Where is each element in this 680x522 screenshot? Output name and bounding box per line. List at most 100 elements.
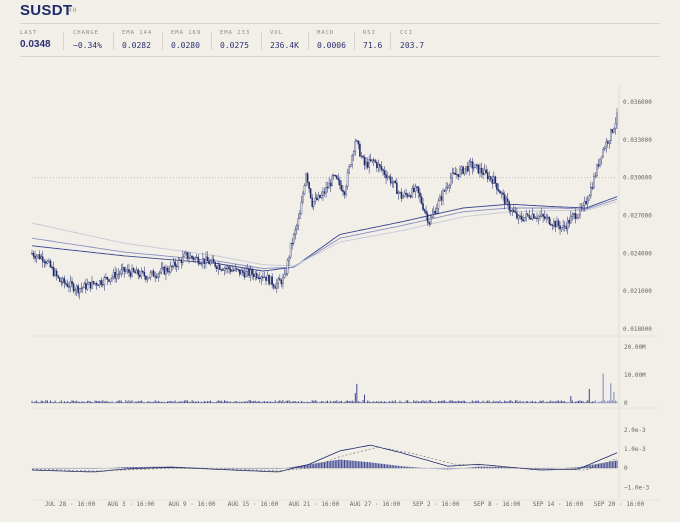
- candle-body: [162, 266, 164, 269]
- macd-histogram-bar: [45, 468, 47, 469]
- macd-histogram-bar: [404, 466, 406, 469]
- macd-histogram-bar: [90, 468, 91, 470]
- macd-histogram-bar: [448, 468, 450, 470]
- macd-histogram-bar: [120, 467, 122, 469]
- macd-histogram-bar: [496, 466, 498, 469]
- volume-bar: [256, 401, 258, 403]
- candle-body: [582, 205, 584, 209]
- candle-body: [591, 187, 594, 189]
- candle-body: [426, 213, 429, 223]
- candle-body: [58, 277, 61, 282]
- candle-body: [82, 287, 84, 289]
- volume-bar: [33, 402, 35, 403]
- volume-bar: [574, 401, 576, 403]
- candle-body: [302, 193, 304, 203]
- candle-body: [337, 178, 340, 181]
- candle-body: [530, 218, 532, 220]
- macd-histogram-bar: [388, 464, 390, 469]
- volume-bar: [193, 401, 195, 403]
- macd-histogram-bar: [93, 468, 95, 470]
- macd-histogram-bar: [247, 468, 249, 470]
- volume-bar: [430, 400, 432, 403]
- volume-bar: [200, 401, 202, 403]
- candle-body: [265, 276, 267, 281]
- candle-body: [183, 253, 186, 257]
- volume-bar: [308, 401, 310, 403]
- timeframe-label[interactable]: 4H: [68, 7, 78, 14]
- candle-body: [166, 267, 169, 272]
- stat-vol-value: 236.4K: [270, 41, 299, 50]
- candle-body: [339, 179, 341, 186]
- volume-bar: [380, 401, 382, 403]
- candle-body: [211, 259, 213, 262]
- macd-histogram-bar: [399, 466, 401, 469]
- volume-bar: [214, 402, 216, 403]
- volume-bar: [123, 402, 125, 403]
- volume-bar: [228, 401, 230, 403]
- stat-macd-label: MACD: [317, 30, 335, 36]
- candle-body: [414, 186, 417, 192]
- macd-histogram-bar: [590, 465, 592, 469]
- macd-histogram-bar: [360, 461, 362, 469]
- candle-body: [106, 276, 109, 280]
- volume-bar: [251, 401, 253, 403]
- candle-body: [480, 167, 483, 173]
- volume-bar: [93, 402, 95, 403]
- volume-bar: [370, 402, 372, 403]
- volume-bar: [514, 400, 516, 403]
- volume-bar: [293, 401, 295, 403]
- volume-bar: [533, 401, 535, 403]
- volume-bar: [231, 402, 233, 403]
- volume-bar: [434, 401, 436, 403]
- volume-bar: [157, 400, 159, 403]
- volume-bar: [296, 402, 298, 403]
- candle-body: [446, 187, 449, 189]
- candle-body: [459, 169, 461, 177]
- candle-body: [411, 187, 414, 198]
- candle-body: [199, 263, 201, 265]
- macd-histogram-bar: [307, 464, 309, 469]
- macd-histogram-bar: [48, 468, 50, 469]
- macd-histogram-bar: [608, 461, 610, 469]
- macd-histogram-bar: [59, 468, 61, 469]
- stat-cci-value: 203.7: [400, 41, 425, 50]
- macd-histogram-bar: [368, 462, 370, 469]
- volume-bar: [411, 402, 413, 403]
- macd-histogram-bar: [251, 468, 253, 470]
- volume-bar: [260, 402, 262, 403]
- volume-bar: [327, 400, 329, 403]
- volume-bar: [436, 402, 438, 403]
- candle-body: [325, 187, 327, 194]
- volume-bar: [120, 400, 122, 403]
- candle-body: [112, 271, 115, 278]
- volume-bar: [37, 402, 39, 403]
- macd-histogram-bar: [148, 466, 150, 469]
- macd-histogram-bar: [63, 468, 65, 469]
- macd-histogram-bar: [140, 466, 142, 469]
- volume-bar: [310, 402, 312, 403]
- volume-bar: [325, 401, 327, 403]
- candle-body: [402, 195, 404, 199]
- candle-body: [448, 184, 450, 188]
- volume-bar: [170, 401, 172, 403]
- volume-bar: [69, 402, 71, 403]
- volume-bar: [571, 400, 573, 403]
- candle-body: [169, 265, 172, 273]
- macd-histogram-bar: [320, 462, 322, 469]
- candle-body: [128, 269, 130, 273]
- candle-body: [510, 210, 512, 212]
- volume-bar: [114, 402, 116, 403]
- macd-histogram-bar: [74, 468, 76, 469]
- macd-histogram-bar: [53, 468, 55, 469]
- candle-body: [299, 213, 301, 219]
- candle-body: [272, 284, 275, 288]
- candle-body: [357, 140, 360, 145]
- macd-histogram-bar: [248, 468, 250, 470]
- candle-body: [203, 258, 206, 264]
- volume-bar: [159, 401, 161, 403]
- candle-body: [334, 175, 337, 177]
- candle-body: [540, 214, 543, 217]
- macd-histogram-bar: [470, 467, 472, 469]
- macd-histogram-bar: [410, 466, 412, 469]
